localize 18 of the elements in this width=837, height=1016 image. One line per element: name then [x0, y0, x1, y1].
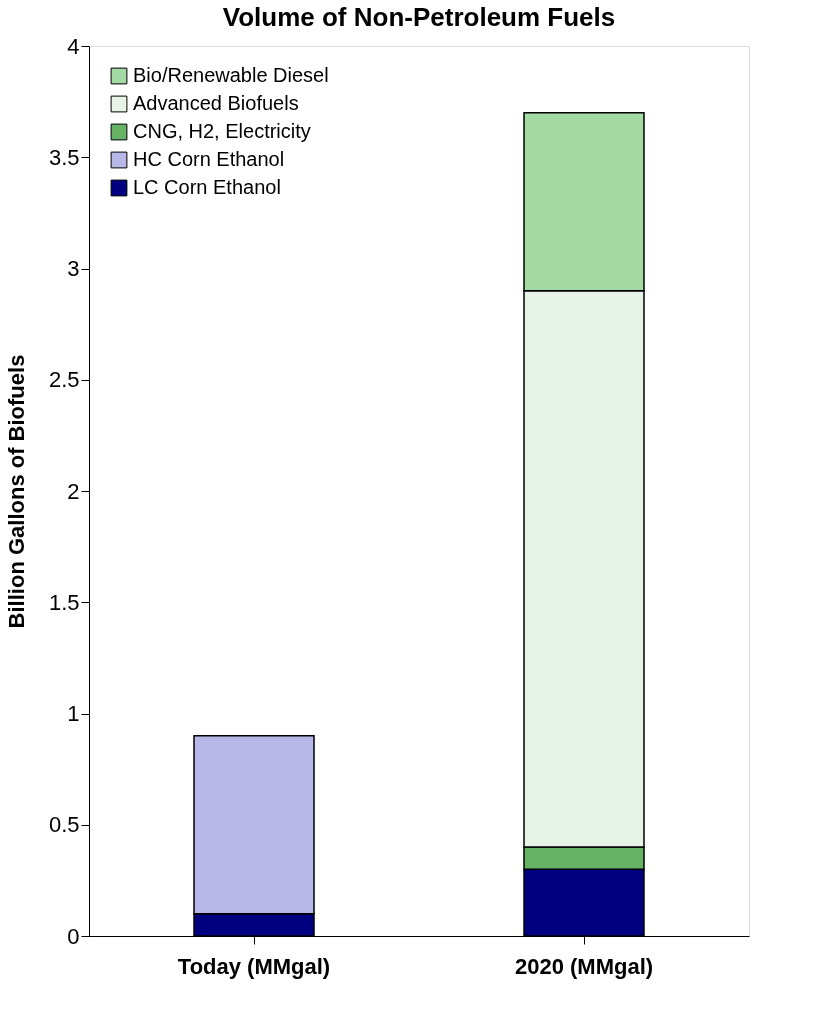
legend-label: LC Corn Ethanol	[133, 176, 281, 198]
y-tick-label: 4	[67, 33, 80, 59]
legend-label: HC Corn Ethanol	[133, 148, 285, 170]
x-tick-label: Today (MMgal)	[177, 953, 331, 979]
y-tick-label: 1	[67, 701, 80, 726]
y-tick-label: 2.5	[48, 367, 80, 393]
y-tick-label: 3	[67, 256, 80, 281]
y-axis-title: Billion Gallons of Biofuels	[3, 354, 29, 629]
legend-label: CNG, H2, Electricity	[133, 120, 311, 142]
y-tick-label: 2	[67, 478, 80, 504]
y-tick-label: 1.5	[48, 589, 80, 615]
y-tick-label: 3.5	[48, 144, 80, 170]
legend-label: Advanced Biofuels	[133, 92, 299, 114]
legend-label: Bio/Renewable Diesel	[133, 64, 329, 86]
x-tick-label: 2020 (MMgal)	[514, 953, 654, 979]
y-tick-label: 0.5	[48, 812, 80, 838]
chart-title: Volume of Non-Petroleum Fuels	[222, 2, 616, 32]
y-tick-label: 0	[67, 923, 80, 949]
